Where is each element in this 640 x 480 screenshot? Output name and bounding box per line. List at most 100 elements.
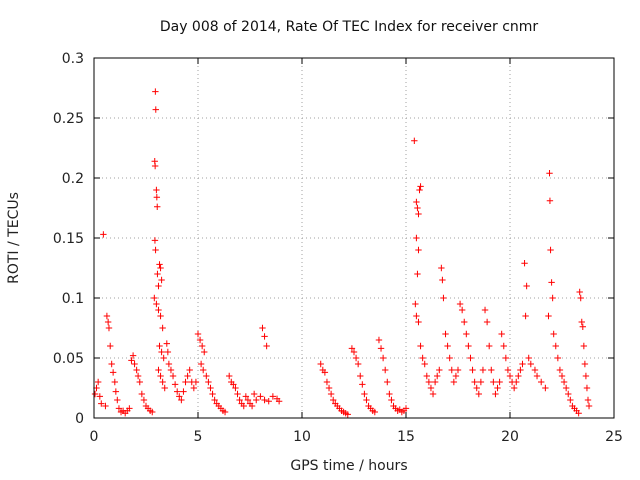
data-point <box>477 378 485 386</box>
data-point <box>581 360 589 368</box>
data-point <box>196 336 204 344</box>
data-point <box>207 384 214 392</box>
data-point <box>421 360 428 368</box>
data-point <box>469 366 476 374</box>
data-point <box>412 300 419 308</box>
x-axis-label: GPS time / hours <box>290 458 407 474</box>
data-point <box>153 186 160 194</box>
data-point <box>413 234 420 242</box>
data-point <box>194 330 202 338</box>
data-point <box>155 366 162 374</box>
axis-ticks <box>93 57 615 419</box>
data-point <box>486 342 493 350</box>
x-tick-label: 0 <box>90 429 99 445</box>
data-point <box>545 312 552 320</box>
data-point <box>562 384 570 392</box>
data-point <box>161 384 168 392</box>
data-point <box>321 369 329 376</box>
data-point <box>525 354 532 362</box>
data-point <box>151 294 158 302</box>
data-point <box>496 378 503 386</box>
data-point <box>556 366 564 374</box>
data-point <box>519 360 526 368</box>
data-point <box>112 388 120 395</box>
data-point <box>197 360 205 368</box>
data-point <box>156 261 163 268</box>
x-tick-label: 10 <box>293 429 311 445</box>
y-tick-label: 0.25 <box>53 111 84 127</box>
data-point <box>261 333 268 340</box>
data-point <box>115 405 123 412</box>
data-point <box>317 360 324 368</box>
chart-title: Day 008 of 2014, Rate Of TEC Index for r… <box>160 19 539 35</box>
data-point <box>159 378 166 386</box>
data-point <box>411 137 418 144</box>
data-point <box>492 390 499 398</box>
x-tick-label: 5 <box>194 429 203 445</box>
data-point <box>547 246 554 254</box>
data-point <box>377 345 385 352</box>
data-point <box>584 396 592 404</box>
data-point <box>136 378 143 386</box>
data-point <box>415 246 422 254</box>
y-tick-labels: 0 0.05 0.1 0.15 0.2 0.25 0.3 <box>53 51 84 427</box>
data-point <box>163 340 170 347</box>
data-point <box>354 360 362 368</box>
data-point <box>198 342 206 350</box>
data-point <box>434 372 441 380</box>
data-point <box>234 390 241 398</box>
data-point <box>244 396 252 404</box>
data-point <box>388 396 395 404</box>
data-point <box>517 366 524 374</box>
data-point <box>107 342 114 350</box>
data-point <box>157 312 164 320</box>
data-point <box>152 88 159 95</box>
data-point <box>575 410 582 417</box>
data-point <box>180 388 187 395</box>
data-point <box>160 354 167 362</box>
data-point <box>473 384 480 392</box>
data-point <box>165 360 173 368</box>
data-point <box>200 366 207 374</box>
data-point <box>327 390 335 398</box>
data-point <box>352 354 360 362</box>
data-point <box>182 378 189 386</box>
data-point <box>546 170 553 177</box>
data-point <box>149 408 156 416</box>
data-point <box>413 198 420 206</box>
data-point <box>382 366 389 374</box>
data-point <box>263 342 270 350</box>
data-point <box>184 372 191 380</box>
data-point <box>454 366 462 374</box>
data-point <box>275 398 283 405</box>
data-point <box>190 384 198 392</box>
data-point <box>585 402 593 410</box>
data-point <box>425 378 433 386</box>
data-point <box>444 342 451 350</box>
data-point <box>152 246 159 254</box>
data-point <box>350 348 358 356</box>
data-point <box>522 312 529 320</box>
data-point <box>158 276 165 284</box>
data-point <box>461 318 468 326</box>
data-point <box>154 270 161 278</box>
data-point <box>176 393 183 400</box>
data-point <box>538 378 545 386</box>
data-point <box>439 276 446 284</box>
data-point <box>502 354 510 362</box>
data-point <box>465 342 472 350</box>
data-point <box>510 384 518 392</box>
data-point <box>344 411 351 418</box>
data-point <box>414 204 421 212</box>
data-point <box>151 237 159 244</box>
data-point <box>209 390 216 398</box>
data-point <box>211 396 218 404</box>
data-point <box>513 378 520 386</box>
data-point <box>108 360 115 368</box>
data-point <box>515 372 522 380</box>
data-point <box>580 342 588 350</box>
data-point <box>151 162 159 170</box>
data-point <box>164 348 172 356</box>
data-point <box>171 381 179 388</box>
